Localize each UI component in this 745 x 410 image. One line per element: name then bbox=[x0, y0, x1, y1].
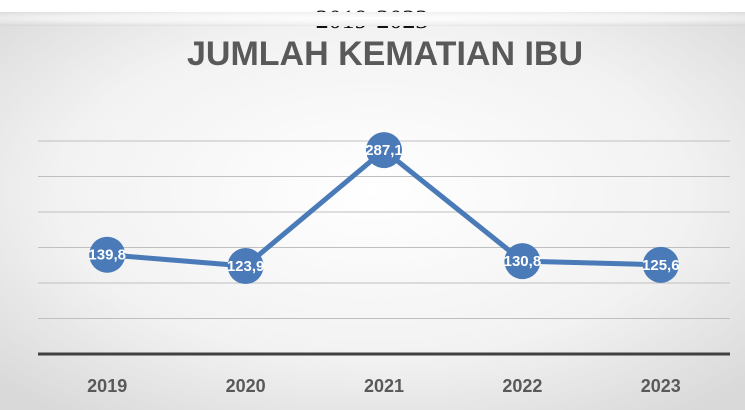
x-tick-label: 2022 bbox=[502, 376, 542, 396]
data-label: 139,8 bbox=[88, 247, 126, 264]
data-label: 123,9 bbox=[227, 258, 265, 275]
x-tick-label: 2021 bbox=[364, 376, 404, 396]
data-label: 130,8 bbox=[504, 253, 542, 270]
x-tick-label: 2023 bbox=[641, 376, 681, 396]
x-tick-label: 2020 bbox=[226, 376, 266, 396]
data-label: 287,1 bbox=[365, 142, 403, 159]
x-tick-label: 2019 bbox=[87, 376, 127, 396]
data-label: 125,6 bbox=[642, 257, 680, 274]
data-point bbox=[504, 243, 541, 280]
data-point bbox=[227, 248, 264, 285]
page-top bbox=[0, 0, 745, 12]
data-point bbox=[366, 132, 402, 169]
data-point bbox=[642, 246, 679, 283]
chart-background bbox=[0, 12, 745, 410]
data-point bbox=[89, 236, 126, 273]
chart-title: JUMLAH KEMATIAN IBU bbox=[187, 35, 583, 73]
subtitle-cover bbox=[0, 12, 745, 26]
